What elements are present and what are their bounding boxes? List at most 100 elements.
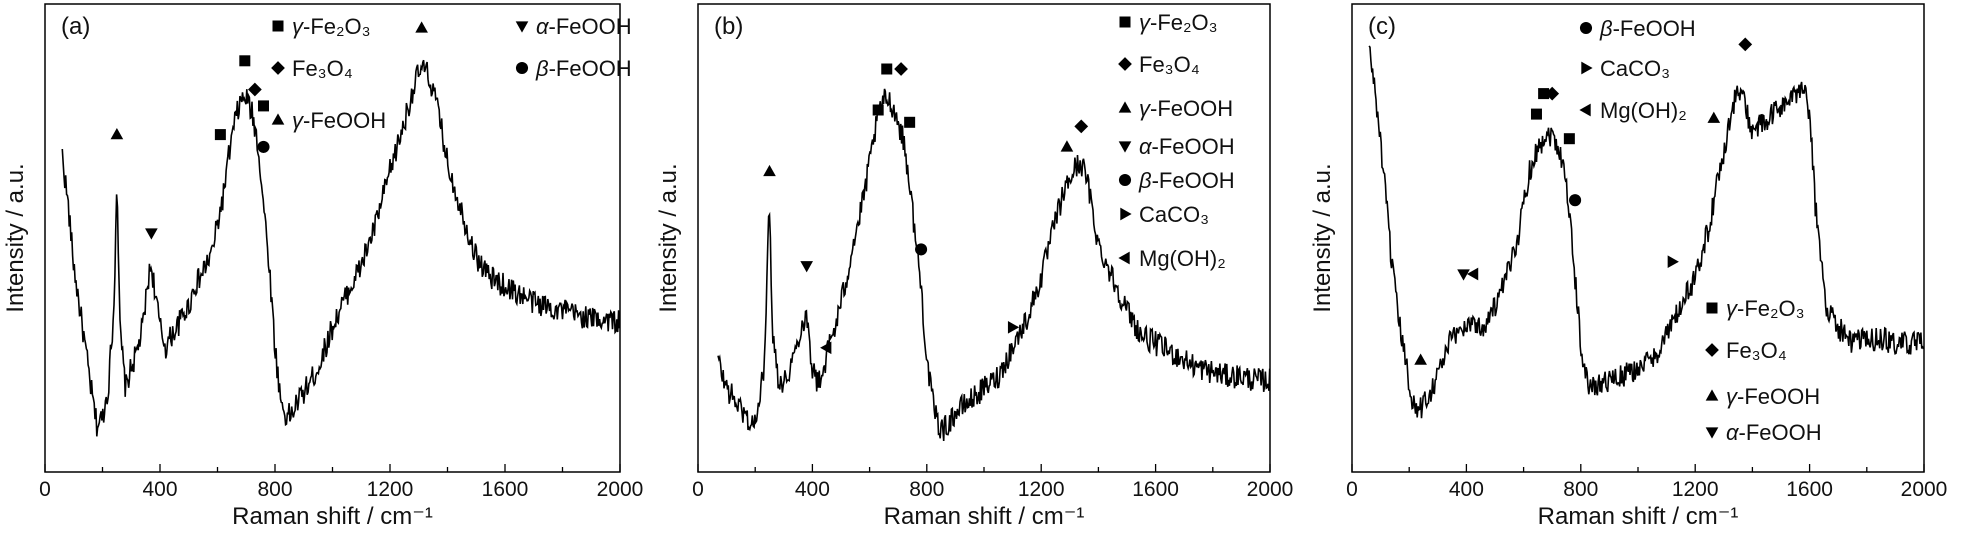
- x-tick-label: 400: [795, 478, 830, 501]
- legend-marker-circle: [1118, 173, 1132, 187]
- peak-marker-triangle-up: [415, 21, 428, 33]
- panel-label: (a): [61, 13, 90, 40]
- x-tick-label: 400: [1449, 478, 1484, 501]
- legend-marker-square: [1119, 16, 1131, 28]
- peak-marker-triangle-left: [820, 341, 832, 355]
- peak-marker-square: [904, 116, 916, 128]
- y-axis-label: Intensity / a.u.: [655, 163, 682, 312]
- legend-marker-triangle-right: [1581, 61, 1593, 75]
- peak-marker-triangle-down: [800, 261, 814, 273]
- peak-marker-diamond: [1738, 37, 1753, 52]
- x-tick-label: 800: [257, 478, 292, 501]
- peak-marker-diamond: [1545, 86, 1560, 101]
- peak-marker-triangle-up: [763, 164, 776, 177]
- legend-label: γ-FeOOH: [1139, 96, 1233, 121]
- peak-marker-circle: [257, 140, 270, 153]
- x-axis-label: Raman shift / cm⁻¹: [1538, 503, 1739, 530]
- spectrum-line: [61, 59, 621, 437]
- peak-marker-triangle-up: [110, 128, 124, 140]
- x-tick-label: 1200: [1018, 478, 1065, 501]
- peak-marker-square: [881, 63, 893, 75]
- panel-c: 0 400 800 1200 1600 2000 Raman shift / cm⁻¹ Int…: [1309, 3, 1948, 530]
- peak-marker-square: [214, 129, 226, 141]
- peak-marker-circle: [1569, 194, 1582, 207]
- legend-marker-triangle-right: [1120, 207, 1132, 221]
- peak-marker-triangle-up: [1707, 111, 1721, 123]
- legend-marker-circle: [1579, 21, 1593, 35]
- panel-b: 0 400 800 1200 1600 2000 Raman shift / cm⁻¹ Int…: [655, 3, 1294, 530]
- legend-marker-circle: [515, 61, 529, 75]
- x-tick-label: 1600: [1132, 478, 1179, 501]
- legend-label: CaCO₃: [1139, 202, 1209, 227]
- peak-marker-square: [1530, 108, 1542, 120]
- x-tick-label: 400: [142, 478, 177, 501]
- legend-label: Mg(OH)₂: [1139, 246, 1226, 271]
- legend-label: Fe₃O₄: [1726, 338, 1787, 363]
- spectrum-line: [1368, 45, 1925, 419]
- legend-marker-diamond: [1705, 343, 1719, 357]
- spectrum-line: [717, 88, 1271, 442]
- legend-label: α-FeOOH: [1139, 134, 1235, 159]
- legend-marker-triangle-down: [515, 21, 529, 33]
- legend-label: β-FeOOH: [1599, 16, 1696, 41]
- x-tick-label: 0: [39, 478, 51, 501]
- legend-label: Fe₃O₄: [292, 56, 353, 81]
- legend-label: γ-Fe₂O₃: [1726, 296, 1805, 321]
- legend-label: γ-FeOOH: [292, 108, 386, 133]
- peak-marker-triangle-left: [1466, 267, 1479, 281]
- panel-label: (b): [714, 13, 743, 40]
- x-tick-label: 1600: [1786, 478, 1833, 501]
- legend-label: γ-Fe₂O₃: [1139, 10, 1218, 35]
- legend-marker-triangle-up: [1118, 101, 1132, 113]
- legend-marker-triangle-down: [1118, 141, 1132, 153]
- legend-marker-triangle-up: [1705, 389, 1719, 401]
- legend-marker-triangle-left: [1118, 251, 1130, 265]
- legend-label: Fe₃O₄: [1139, 52, 1200, 77]
- panel-label: (c): [1368, 13, 1396, 40]
- y-axis-label: Intensity / a.u.: [2, 163, 29, 312]
- x-tick-label: 1600: [482, 478, 529, 501]
- legend-label: γ-Fe₂O₃: [292, 14, 371, 39]
- x-tick-label: 1200: [367, 478, 414, 501]
- peak-marker-circle: [915, 243, 928, 256]
- legend-label: α-FeOOH: [1726, 420, 1822, 445]
- peak-marker-triangle-up: [1060, 140, 1074, 152]
- peak-marker-triangle-up: [1414, 353, 1427, 365]
- x-tick-label: 800: [909, 478, 944, 501]
- peak-marker-square: [1563, 133, 1575, 145]
- x-tick-label: 800: [1563, 478, 1598, 501]
- peak-marker-diamond: [894, 62, 908, 76]
- x-tick-label: 2000: [597, 478, 644, 501]
- x-tick-label: 2000: [1247, 478, 1294, 501]
- legend-label: CaCO₃: [1600, 56, 1670, 81]
- peak-marker-triangle-down: [145, 228, 158, 240]
- panel-a: 0 400 800 1200 1600 2000 Raman shift / cm⁻¹ Int…: [2, 3, 644, 530]
- x-tick-label: 2000: [1901, 478, 1948, 501]
- legend-marker-triangle-left: [1579, 103, 1591, 117]
- x-tick-label: 0: [692, 478, 704, 501]
- peak-marker-triangle-down: [1457, 269, 1470, 281]
- legend-marker-square: [1706, 302, 1718, 314]
- peak-marker-triangle-right: [1667, 255, 1679, 269]
- peak-marker-diamond: [248, 82, 262, 97]
- legend-label: Mg(OH)₂: [1600, 98, 1687, 123]
- peak-marker-square: [872, 104, 884, 116]
- legend-marker-diamond: [1118, 57, 1132, 71]
- legend-marker-square: [272, 20, 284, 32]
- peak-marker-square: [239, 55, 251, 67]
- peak-marker-triangle-right: [1007, 320, 1020, 334]
- peak-marker-square: [258, 100, 269, 112]
- legend-label: γ-FeOOH: [1726, 384, 1820, 409]
- peak-marker-square: [1538, 88, 1550, 100]
- legend-marker-triangle-up: [271, 113, 285, 125]
- x-tick-label: 1200: [1672, 478, 1719, 501]
- legend-marker-diamond: [271, 61, 285, 75]
- legend-label: β-FeOOH: [535, 56, 632, 81]
- legend-label: β-FeOOH: [1138, 168, 1235, 193]
- x-axis-label: Raman shift / cm⁻¹: [232, 503, 433, 530]
- legend-marker-triangle-down: [1705, 427, 1719, 439]
- legend-label: α-FeOOH: [536, 14, 632, 39]
- y-axis-label: Intensity / a.u.: [1309, 163, 1336, 312]
- x-tick-label: 0: [1346, 478, 1358, 501]
